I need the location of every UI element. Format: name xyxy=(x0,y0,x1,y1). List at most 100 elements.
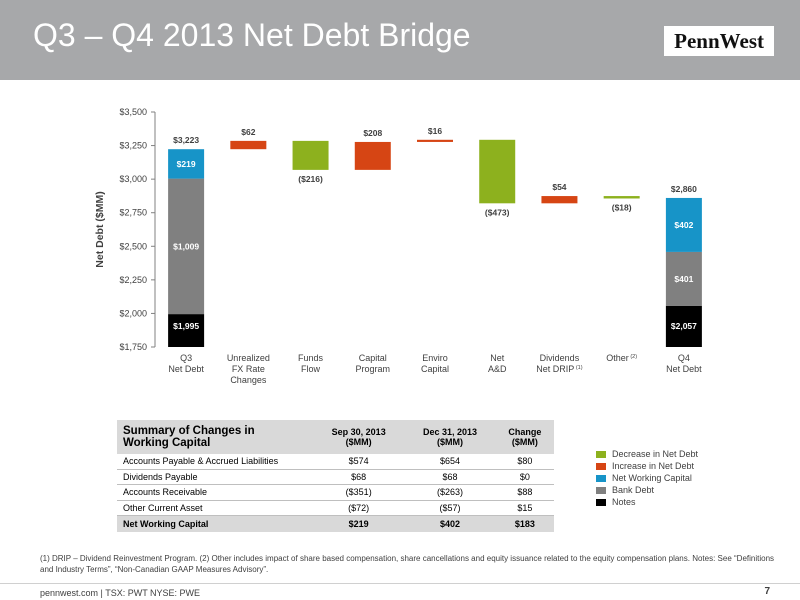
data-label: ($473) xyxy=(485,207,510,217)
x-tick-label: FX Rate xyxy=(232,364,265,374)
row-label: Accounts Receivable xyxy=(117,484,313,501)
data-label: ($216) xyxy=(298,174,323,184)
data-label: $1,009 xyxy=(173,241,199,251)
legend-item-working-capital: Net Working Capital xyxy=(596,472,698,484)
y-tick-label: $1,750 xyxy=(119,342,147,352)
x-tick-label: Capital xyxy=(421,364,449,374)
data-label: $16 xyxy=(428,126,442,136)
x-tick-label: A&D xyxy=(488,364,507,374)
x-tick-label: Net Debt xyxy=(666,364,702,374)
working-capital-table: Summary of Changes in Working Capital Se… xyxy=(117,420,554,532)
x-tick-label: Unrealized xyxy=(227,353,270,363)
total-cell: $219 xyxy=(313,515,405,532)
cell: $80 xyxy=(495,454,554,470)
legend-swatch-notes xyxy=(596,498,606,506)
x-tick-label: Net DRIP (1) xyxy=(536,364,582,374)
cell: $0 xyxy=(495,469,554,485)
data-label: $62 xyxy=(241,127,255,137)
table-total-row: Net Working Capital $219 $402 $183 xyxy=(117,515,554,532)
table-title-line1: Summary of Changes in xyxy=(123,425,255,437)
y-tick-label: $2,000 xyxy=(119,308,147,318)
table-title-line2: Working Capital xyxy=(123,437,211,449)
legend-item-notes: Notes xyxy=(596,496,698,508)
cell: $88 xyxy=(495,484,554,501)
table-row: Dividends Payable $68 $68 $0 xyxy=(117,469,554,485)
total-cell: $183 xyxy=(495,515,554,532)
footer-divider xyxy=(0,583,800,584)
col-header-change: Change ($MM) xyxy=(495,420,554,454)
x-tick-sup: (1) xyxy=(574,365,582,371)
bar-increase xyxy=(541,196,578,204)
bar-increase xyxy=(417,139,453,142)
cell: ($57) xyxy=(404,500,496,516)
x-tick-label: Capital xyxy=(359,353,387,363)
cell: $68 xyxy=(404,469,496,485)
x-tick-label: Program xyxy=(356,364,391,374)
cell: $654 xyxy=(404,454,496,470)
cell: ($72) xyxy=(313,500,405,516)
table-title: Summary of Changes in Working Capital xyxy=(117,420,313,454)
total-label: $3,223 xyxy=(173,135,199,145)
x-tick-label: Funds xyxy=(298,353,324,363)
cell: ($263) xyxy=(404,484,496,501)
cell: $68 xyxy=(313,469,405,485)
bar-increase xyxy=(354,141,391,170)
legend-label: Net Working Capital xyxy=(612,473,692,483)
legend-label: Decrease in Net Debt xyxy=(612,449,699,459)
data-label: $401 xyxy=(674,274,693,284)
col-header-sep: Sep 30, 2013 ($MM) xyxy=(313,420,405,454)
bar-decrease xyxy=(479,139,516,204)
legend-label: Notes xyxy=(612,497,636,507)
chart-legend: Decrease in Net Debt Increase in Net Deb… xyxy=(596,448,698,508)
x-tick-label: Changes xyxy=(230,375,267,385)
footer: pennwest.com | TSX: PWT NYSE: PWE 7 xyxy=(0,586,800,600)
legend-label: Increase in Net Debt xyxy=(612,461,695,471)
x-tick-label: Q3 xyxy=(180,353,192,363)
y-tick-label: $2,750 xyxy=(119,208,147,218)
table-header-row: Summary of Changes in Working Capital Se… xyxy=(117,420,554,454)
bar-segment-bank-debt xyxy=(168,178,205,315)
legend-item-increase: Increase in Net Debt xyxy=(596,460,698,472)
total-cell: $402 xyxy=(404,515,496,532)
total-label: Net Working Capital xyxy=(117,515,313,532)
data-label: $402 xyxy=(674,220,693,230)
row-label: Dividends Payable xyxy=(117,469,313,485)
bar-segment-working-capital xyxy=(168,149,205,179)
bar-segment-notes xyxy=(168,314,205,347)
legend-label: Bank Debt xyxy=(612,485,655,495)
page-number: 7 xyxy=(764,586,770,597)
header-bar: Q3 – Q4 2013 Net Debt Bridge PennWest xyxy=(0,0,800,80)
table-row: Accounts Receivable ($351) ($263) $88 xyxy=(117,484,554,501)
x-tick-label: Flow xyxy=(301,364,321,374)
row-label: Accounts Payable & Accrued Liabilities xyxy=(117,454,313,470)
col-header-dec: Dec 31, 2013 ($MM) xyxy=(404,420,496,454)
footnote: (1) DRIP – Dividend Reinvestment Program… xyxy=(40,554,775,574)
legend-swatch-decrease xyxy=(596,450,606,458)
data-label: $2,057 xyxy=(671,321,697,331)
table-row: Other Current Asset ($72) ($57) $15 xyxy=(117,500,554,516)
y-tick-label: $2,500 xyxy=(119,241,147,251)
data-label: $1,995 xyxy=(173,321,199,331)
legend-item-decrease: Decrease in Net Debt xyxy=(596,448,698,460)
x-tick-sup: (2) xyxy=(629,354,637,360)
y-tick-label: $2,250 xyxy=(119,275,147,285)
company-logo: PennWest xyxy=(664,26,774,56)
x-tick-label: Net Debt xyxy=(168,364,204,374)
row-label: Other Current Asset xyxy=(117,500,313,516)
bar-segment-working-capital xyxy=(665,197,702,252)
y-tick-label: $3,500 xyxy=(119,107,147,117)
cell: $15 xyxy=(495,500,554,516)
bar-decrease xyxy=(603,196,640,199)
legend-swatch-bank-debt xyxy=(596,486,606,494)
y-tick-label: $3,000 xyxy=(119,174,147,184)
bar-segment-bank-debt xyxy=(665,251,702,306)
y-tick-label: $3,250 xyxy=(119,141,147,151)
y-axis-label: Net Debt ($MM) xyxy=(94,191,106,267)
x-tick-label: Enviro xyxy=(422,353,448,363)
table-row: Accounts Payable & Accrued Liabilities $… xyxy=(117,454,554,470)
legend-swatch-increase xyxy=(596,462,606,470)
net-debt-bridge-chart: $1,750 $2,000 $2,250 $2,500 $2,750 $3,000 $3,2… xyxy=(94,107,702,385)
data-label: $219 xyxy=(177,159,196,169)
bar-decrease xyxy=(292,140,329,170)
page-title: Q3 – Q4 2013 Net Debt Bridge xyxy=(33,17,471,53)
